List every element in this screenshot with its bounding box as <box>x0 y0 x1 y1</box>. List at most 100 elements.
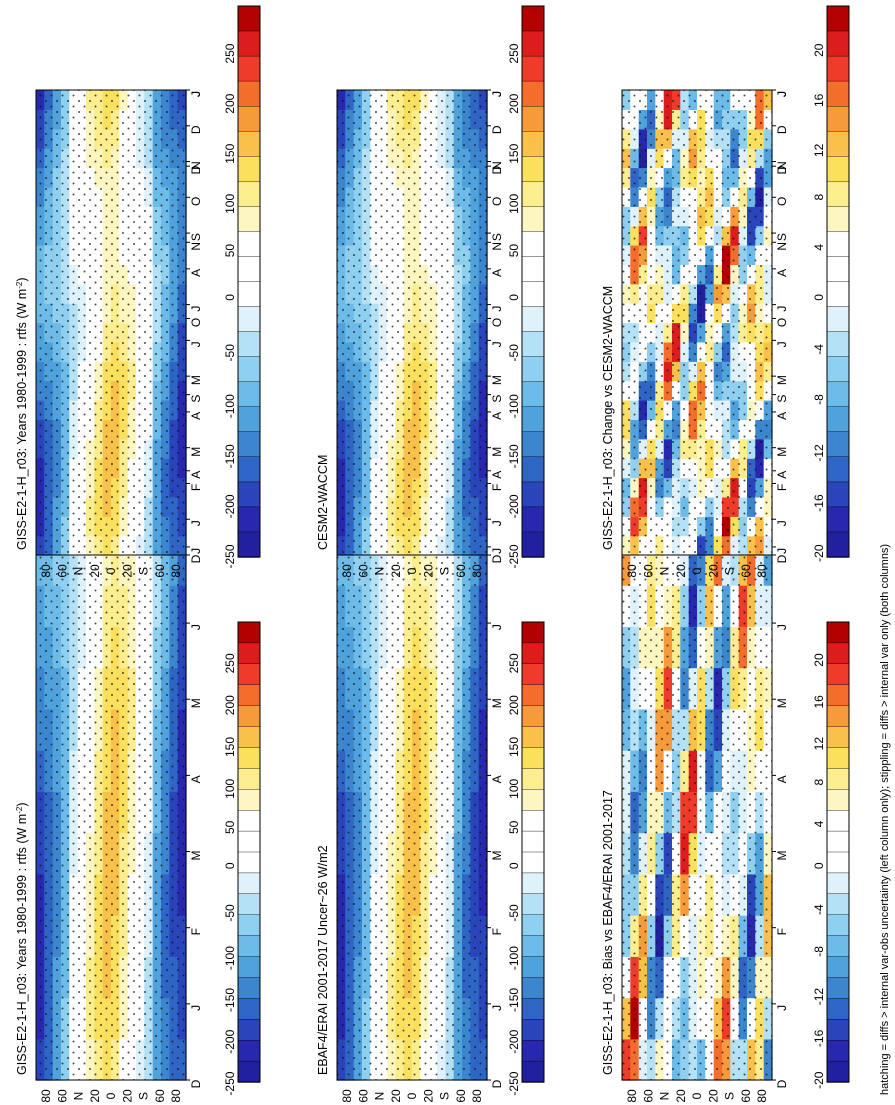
panel-title: EBAF4/ERAI 2001-2017 Uncer~26 W/m2 <box>316 845 330 1075</box>
month-label: F <box>189 928 203 935</box>
latitude-label: 20 <box>674 1089 688 1103</box>
month-label: J <box>189 624 203 630</box>
colorbar-label: -200 <box>507 494 521 518</box>
latitude-label: 20 <box>88 564 102 578</box>
colorbar-swatch <box>237 621 261 644</box>
month-label: D <box>189 1079 203 1088</box>
latitude-label: N <box>373 567 387 576</box>
month-label: D <box>775 554 789 563</box>
colorbar-label: -4 <box>812 344 826 355</box>
latitude-label: 0 <box>690 567 704 574</box>
month-label: N <box>189 161 203 170</box>
latitude-label: 60 <box>641 1089 655 1103</box>
latitude-label: 60 <box>454 1089 468 1103</box>
colorbar-swatch <box>237 768 261 791</box>
latitude-label: 80 <box>169 1089 183 1103</box>
colorbar-label: 100 <box>223 779 237 799</box>
latitude-label: 80 <box>169 564 183 578</box>
colorbar-label: 100 <box>507 779 521 799</box>
colorbar-swatch <box>826 105 850 132</box>
stippling <box>36 90 186 555</box>
colorbar-swatch <box>237 830 261 853</box>
latitude-label: 60 <box>739 564 753 578</box>
colorbar-swatch <box>826 893 850 916</box>
month-label: J <box>775 1005 789 1011</box>
colorbar-label: 50 <box>223 244 237 258</box>
colorbar-label: 0 <box>223 294 237 301</box>
latitude-label: 20 <box>421 564 435 578</box>
colorbar-label: -150 <box>223 988 237 1012</box>
colorbar-label: 150 <box>223 143 237 163</box>
colorbar-swatch <box>237 331 261 358</box>
colorbar-swatch <box>826 663 850 686</box>
month-label: N <box>775 161 789 170</box>
latitude-label: 80 <box>340 1089 354 1103</box>
latitude-label: 80 <box>39 1089 53 1103</box>
colorbar-swatch <box>826 810 850 832</box>
colorbar-swatch <box>521 810 545 832</box>
latitude-label: N <box>72 567 86 576</box>
colorbar-swatch <box>237 914 261 937</box>
colorbar-swatch <box>237 456 261 483</box>
colorbar-swatch <box>521 456 545 483</box>
colorbar-label: -250 <box>507 1071 521 1095</box>
colorbar-label: 0 <box>223 862 237 869</box>
colorbar-label: 100 <box>507 194 521 214</box>
latitude-label: 80 <box>39 564 53 578</box>
colorbar-swatch <box>826 531 850 558</box>
latitude-label: 20 <box>120 564 134 578</box>
colorbar-swatch <box>237 684 261 707</box>
colorbar-swatch <box>826 181 850 208</box>
latitude-label: 80 <box>340 564 354 578</box>
colorbar-swatch <box>826 130 850 157</box>
colorbar-swatch <box>237 789 261 811</box>
colorbar-swatch <box>237 181 261 208</box>
month-label: D <box>490 1079 504 1088</box>
colorbar-swatch <box>826 726 850 749</box>
colorbar-label: -20 <box>812 1071 826 1089</box>
month-label: A <box>775 269 789 277</box>
month-label: J <box>775 91 789 97</box>
month-label: A <box>189 775 203 783</box>
colorbar-swatch <box>521 256 545 283</box>
colorbar-swatch <box>237 726 261 749</box>
colorbar-label: 12 <box>812 143 826 157</box>
month-label: M <box>775 447 789 457</box>
colorbar-swatch <box>521 531 545 558</box>
colorbar-label: -50 <box>223 904 237 922</box>
month-label: D <box>490 125 504 134</box>
colorbar-swatch <box>521 956 545 979</box>
colorbar-swatch <box>521 851 545 874</box>
month-label: O <box>189 197 203 206</box>
latitude-label: 60 <box>55 564 69 578</box>
colorbar-swatch <box>521 356 545 383</box>
colorbar-swatch <box>826 768 850 791</box>
colorbar-label: -12 <box>812 988 826 1006</box>
colorbar-swatch <box>521 431 545 458</box>
month-label: D <box>775 1079 789 1088</box>
panel-title: GISS-E2-1-H_r03: Years 1980-1999 : rtfs … <box>15 277 30 550</box>
month-label: A <box>775 775 789 783</box>
colorbar-swatch <box>237 956 261 979</box>
colorbar-swatch <box>521 281 545 308</box>
colorbar-swatch <box>521 481 545 508</box>
colorbar-label: -50 <box>507 904 521 922</box>
colorbar-label: -100 <box>507 394 521 418</box>
month-label: N <box>490 161 504 170</box>
colorbar-label: -250 <box>223 1071 237 1095</box>
colorbar-label: 0 <box>812 294 826 301</box>
latitude-label: 20 <box>706 1089 720 1103</box>
colorbar-label: 16 <box>812 695 826 709</box>
colorbar-swatch <box>237 810 261 832</box>
colorbar-swatch <box>826 1039 850 1062</box>
month-label: J <box>490 520 504 526</box>
latitude-label: 80 <box>625 564 639 578</box>
colorbar-swatch <box>826 977 850 1000</box>
colorbar-swatch <box>826 935 850 958</box>
latitude-label: 80 <box>755 1089 769 1103</box>
colorbar-swatch <box>237 356 261 383</box>
